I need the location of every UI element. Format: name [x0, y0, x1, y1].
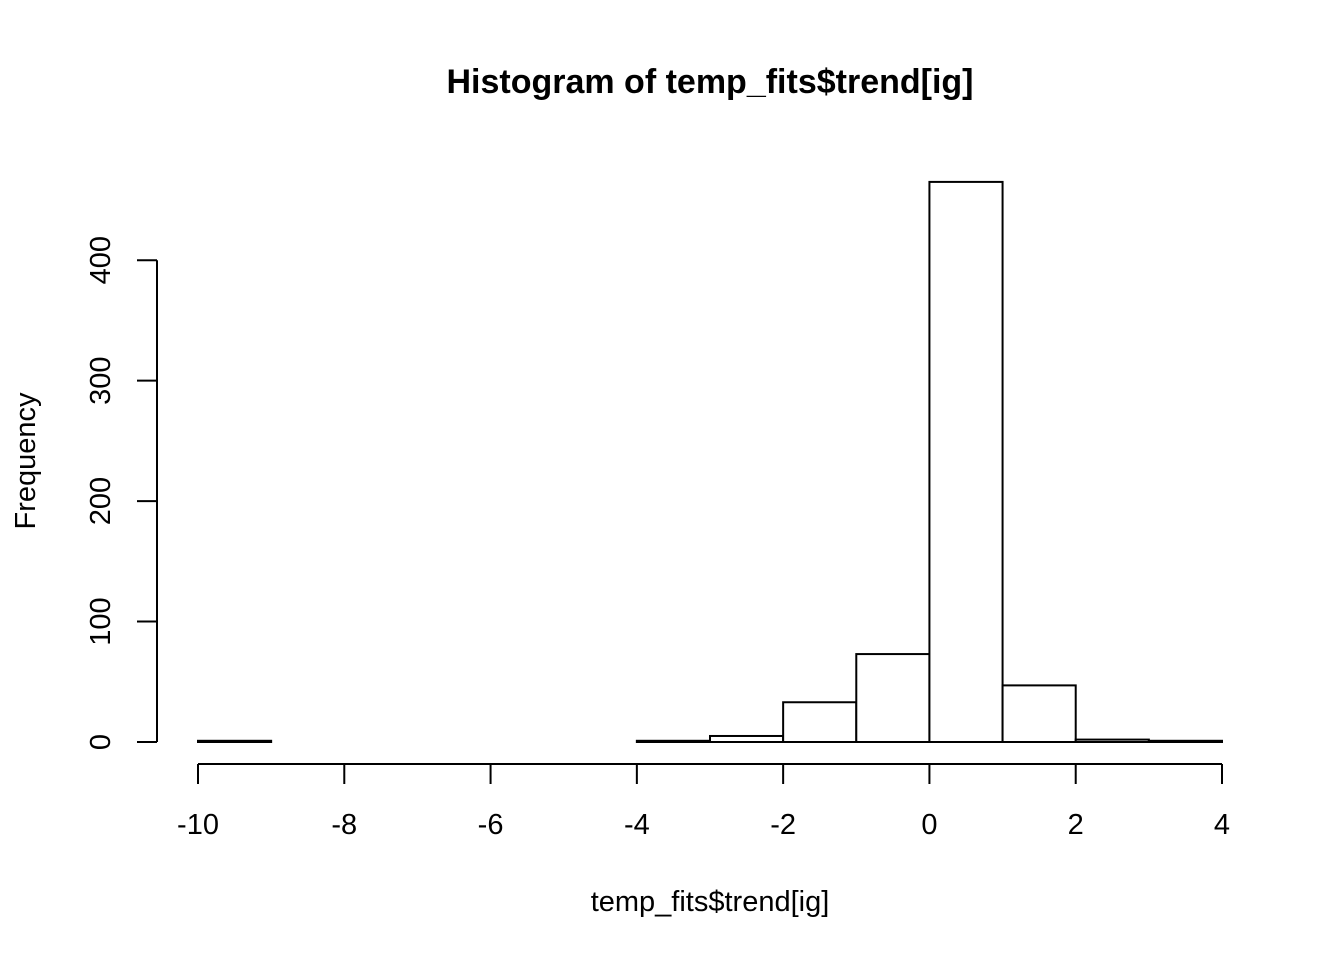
- histogram-bar: [928, 180, 1004, 744]
- x-tick-label: 4: [1214, 809, 1230, 841]
- x-tick-label: -6: [478, 809, 504, 841]
- histogram-bar: [635, 739, 711, 743]
- x-tick-label: 2: [1068, 809, 1084, 841]
- y-tick-label: 400: [85, 236, 117, 284]
- histogram-bar: [855, 653, 931, 743]
- x-tick-label: -4: [624, 809, 650, 841]
- histogram-bar: [1001, 684, 1077, 743]
- histogram-bar: [782, 701, 858, 744]
- histogram-bar: [1147, 739, 1224, 743]
- chart-title: Histogram of temp_fits$trend[ig]: [446, 63, 973, 101]
- x-axis-label: temp_fits$trend[ig]: [591, 886, 830, 918]
- y-tick-label: 100: [85, 597, 117, 645]
- x-tick-label: -8: [331, 809, 357, 841]
- histogram-bar: [709, 734, 785, 743]
- y-tick-label: 300: [85, 356, 117, 404]
- x-tick-label: 0: [921, 809, 937, 841]
- bars-group: [197, 180, 1224, 744]
- x-tick-label: -2: [770, 809, 796, 841]
- x-axis: -10 -8 -6 -4 -2 0 2 4: [177, 763, 1230, 841]
- y-tick-label: 200: [85, 477, 117, 525]
- y-tick-label: 0: [85, 734, 117, 750]
- x-tick-label: -10: [177, 809, 219, 841]
- histogram-bar: [197, 739, 273, 743]
- y-axis: 0 100 200 300 400: [85, 236, 158, 750]
- histogram-bar: [1074, 738, 1150, 744]
- y-axis-label: Frequency: [10, 392, 42, 530]
